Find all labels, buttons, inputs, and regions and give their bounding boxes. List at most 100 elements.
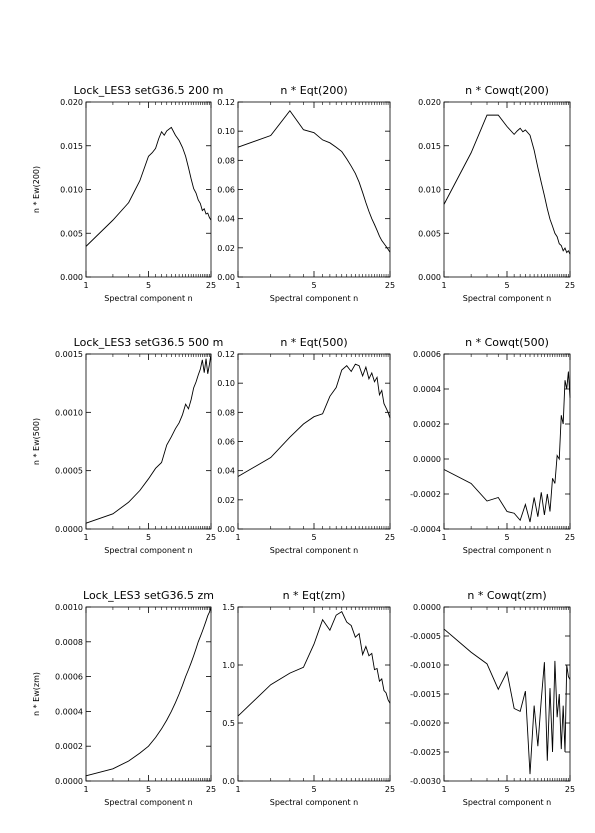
panel-1-2: n * Eqt(200) 0.00 0.02 0.04 0.06 0.08 0.10 0.12…: [217, 84, 395, 303]
panel-title: n * Cowqt(zm): [467, 589, 546, 602]
panel-1-3: n * Cowqt(200) 0.000 0.005 0.010 0.015 0.020 1…: [418, 84, 575, 303]
series-line: [85, 353, 212, 524]
y-tick-label: 0.0000: [55, 525, 83, 534]
y-tick-label: 0.005: [60, 229, 83, 238]
series-line: [443, 114, 571, 255]
panel-title: n * Cowqt(200): [465, 84, 549, 97]
x-tick-label: 1: [441, 785, 446, 794]
y-tick-label: 0.0005: [55, 467, 83, 476]
plot-frame: [443, 101, 571, 278]
y-tick-label: 0.10: [217, 127, 235, 136]
y-tick-label: 0.08: [217, 156, 235, 165]
x-tick-label: 25: [385, 281, 395, 290]
x-tick-label: 25: [385, 785, 395, 794]
y-tick-label: 0.5: [222, 719, 235, 728]
x-tick-label: 5: [146, 281, 151, 290]
y-tick-label: 0.04: [217, 215, 235, 224]
x-tick-label: 1: [83, 785, 88, 794]
x-axis-label: Spectral component n: [104, 546, 192, 555]
y-tick-label: -0.0030: [410, 777, 441, 786]
y-tick-label: 0.015: [60, 142, 83, 151]
series-line: [237, 610, 391, 717]
y-tick-label: -0.0005: [410, 632, 441, 641]
panel-title: n * Cowqt(500): [465, 336, 549, 349]
x-tick-label: 5: [504, 533, 509, 542]
y-tick-label: 0.0010: [55, 603, 83, 612]
panel-title: n * Eqt(500): [280, 336, 347, 349]
x-tick-label: 5: [146, 533, 151, 542]
series-line: [443, 628, 571, 775]
x-axis-label: Spectral component n: [104, 798, 192, 807]
x-tick-label: 25: [385, 533, 395, 542]
series-line: [237, 109, 391, 253]
x-tick-label: 1: [441, 281, 446, 290]
y-tick-label: 0.04: [217, 467, 235, 476]
y-tick-label: -0.0020: [410, 719, 441, 728]
panel-2-2: n * Eqt(500) 0.00 0.02 0.04 0.06 0.08 0.10 0.12…: [217, 336, 395, 555]
y-tick-label: 0.005: [418, 229, 441, 238]
y-tick-label: 0.015: [418, 142, 441, 151]
y-tick-label: 0.010: [418, 186, 441, 195]
y-tick-label: -0.0010: [410, 661, 441, 670]
plot-frame: [85, 606, 212, 782]
y-tick-label: 0.0002: [55, 742, 83, 751]
y-tick-label: -0.0004: [410, 525, 441, 534]
y-tick-label: 0.020: [418, 98, 441, 107]
panel-2-3: n * Cowqt(500) -0.0004 -0.0002 0.0000 0.0002…: [410, 336, 575, 555]
panel-3-1: Lock_LES3 setG36.5 zm 0.0000 0.0002 0.0004 0…: [32, 589, 216, 807]
panel-title: n * Eqt(200): [280, 84, 347, 97]
x-tick-label: 5: [311, 533, 316, 542]
y-axis-label: n * Ew(200): [32, 166, 41, 213]
x-axis-label: Spectral component n: [463, 798, 551, 807]
x-axis-label: Spectral component n: [463, 546, 551, 555]
panel-title: n * Eqt(zm): [283, 589, 346, 602]
y-tick-label: 0.10: [217, 379, 235, 388]
y-tick-label: 0.0002: [413, 420, 441, 429]
y-tick-label: 0.0: [222, 777, 235, 786]
y-tick-label: 0.010: [60, 186, 83, 195]
x-tick-label: 1: [235, 281, 240, 290]
plot-frame: [237, 353, 391, 530]
series-line: [237, 363, 391, 477]
y-tick-label: 0.0010: [55, 408, 83, 417]
y-tick-label: 0.0006: [413, 350, 441, 359]
y-tick-label: 0.0000: [413, 603, 441, 612]
y-tick-label: 0.12: [217, 98, 235, 107]
x-tick-label: 25: [206, 281, 216, 290]
x-axis-label: Spectral component n: [270, 546, 358, 555]
y-tick-label: 0.00: [217, 525, 235, 534]
y-tick-label: 0.020: [60, 98, 83, 107]
plot-frame: [85, 353, 212, 530]
x-tick-label: 25: [206, 533, 216, 542]
plot-frame: [85, 101, 212, 278]
x-tick-label: 5: [504, 281, 509, 290]
y-tick-label: 0.06: [217, 438, 235, 447]
panel-2-1: Lock_LES3 setG36.5 500 m 0.0000 0.0005 0.00…: [32, 336, 223, 555]
y-tick-label: 0.0015: [55, 350, 83, 359]
y-tick-label: 0.0004: [413, 385, 441, 394]
x-tick-label: 25: [565, 533, 575, 542]
panel-title: Lock_LES3 setG36.5 500 m: [74, 336, 224, 349]
y-tick-label: 0.02: [217, 496, 235, 505]
x-tick-label: 25: [565, 281, 575, 290]
y-tick-label: 0.0006: [55, 673, 83, 682]
y-tick-label: 1.0: [222, 661, 235, 670]
x-tick-label: 5: [311, 281, 316, 290]
x-axis-label: Spectral component n: [463, 294, 551, 303]
y-axis-label: n * Ew(500): [32, 418, 41, 465]
plot-frame: [237, 101, 391, 278]
series-line: [85, 606, 212, 777]
x-tick-label: 1: [235, 785, 240, 794]
y-tick-label: 0.000: [60, 273, 83, 282]
x-tick-label: 25: [565, 785, 575, 794]
x-tick-label: 1: [441, 533, 446, 542]
x-axis-label: Spectral component n: [270, 798, 358, 807]
x-tick-label: 1: [83, 281, 88, 290]
y-tick-label: 0.0008: [55, 638, 83, 647]
series-line: [85, 126, 212, 247]
series-line: [443, 371, 571, 523]
panel-1-1: Lock_LES3 setG36.5 200 m 0.000 0.005 0.010 0…: [32, 84, 223, 303]
x-tick-label: 25: [206, 785, 216, 794]
y-tick-label: 1.5: [222, 603, 235, 612]
